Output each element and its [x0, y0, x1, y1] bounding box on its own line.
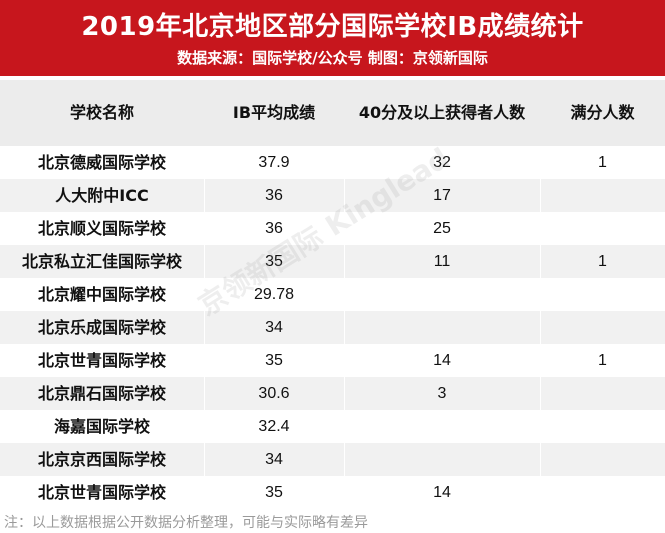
over40-count-cell: 14: [433, 484, 451, 501]
perfect-score-count-cell: 1: [598, 352, 607, 369]
table-row: 北京世青国际学校 35 14 1: [0, 344, 665, 377]
column-divider: [204, 146, 205, 509]
perfect-score-count-cell: [540, 278, 665, 311]
school-name-cell: 海嘉国际学校: [53, 417, 150, 436]
over40-count-cell: 25: [433, 220, 451, 237]
school-name-cell: 北京顺义国际学校: [37, 219, 166, 238]
title-banner: 2019年北京地区部分国际学校IB成绩统计 数据来源：国际学校/公众号 制图：京…: [0, 0, 665, 76]
over40-count-cell: [344, 443, 540, 476]
column-divider: [540, 146, 541, 509]
school-name-cell: 北京德威国际学校: [37, 153, 166, 172]
column-header-perfect: 满分人数: [570, 103, 635, 122]
perfect-score-count-cell: [540, 212, 665, 245]
perfect-score-count-cell: 1: [598, 253, 607, 270]
table-row: 北京乐成国际学校 34: [0, 311, 665, 344]
perfect-score-count-cell: [540, 443, 665, 476]
average-score-cell: 35: [265, 484, 283, 501]
table-row: 北京私立汇佳国际学校 35 11 1: [0, 245, 665, 278]
over40-count-cell: 11: [433, 253, 451, 270]
table-header-row: 学校名称 IB平均成绩 40分及以上获得者人数 满分人数: [0, 80, 665, 146]
average-score-cell: 34: [265, 319, 283, 336]
school-name-cell: 北京世青国际学校: [37, 483, 166, 502]
average-score-cell: 36: [265, 220, 283, 237]
page-title: 2019年北京地区部分国际学校IB成绩统计: [81, 12, 584, 42]
perfect-score-count-cell: [540, 410, 665, 443]
table-row: 北京德威国际学校 37.9 32 1: [0, 146, 665, 179]
perfect-score-count-cell: [540, 377, 665, 410]
column-header-school: 学校名称: [69, 103, 134, 122]
over40-count-cell: 14: [433, 352, 451, 369]
over40-count-cell: 32: [433, 154, 451, 171]
over40-count-cell: [344, 410, 540, 443]
school-name-cell: 北京世青国际学校: [37, 351, 166, 370]
average-score-cell: 32.4: [258, 418, 290, 435]
column-header-average: IB平均成绩: [232, 103, 316, 122]
average-score-cell: 34: [265, 451, 283, 468]
over40-count-cell: [344, 278, 540, 311]
perfect-score-count-cell: [540, 179, 665, 212]
table-row: 北京京西国际学校 34: [0, 443, 665, 476]
school-name-cell: 北京乐成国际学校: [37, 318, 166, 337]
school-name-cell: 北京耀中国际学校: [37, 285, 166, 304]
school-name-cell: 北京私立汇佳国际学校: [21, 252, 182, 271]
footnote: 注：以上数据根据公开数据分析整理，可能与实际略有差异: [4, 515, 368, 531]
table-row: 北京世青国际学校 35 14: [0, 476, 665, 509]
average-score-cell: 29.78: [253, 286, 295, 303]
table-row: 北京鼎石国际学校 30.6 3: [0, 377, 665, 410]
column-header-over40: 40分及以上获得者人数: [358, 103, 526, 122]
scores-table: 学校名称 IB平均成绩 40分及以上获得者人数 满分人数 北京德威国际学校 37.…: [0, 80, 665, 510]
perfect-score-count-cell: 1: [598, 154, 607, 171]
average-score-cell: 35: [265, 352, 283, 369]
over40-count-cell: [344, 311, 540, 344]
school-name-cell: 北京京西国际学校: [37, 450, 166, 469]
perfect-score-count-cell: [540, 311, 665, 344]
table-row: 北京耀中国际学校 29.78: [0, 278, 665, 311]
average-score-cell: 30.6: [258, 385, 290, 402]
over40-count-cell: 17: [433, 187, 451, 204]
school-name-cell: 北京鼎石国际学校: [37, 384, 166, 403]
over40-count-cell: 3: [437, 385, 447, 402]
page-subtitle: 数据来源：国际学校/公众号 制图：京领新国际: [177, 49, 488, 67]
perfect-score-count-cell: [540, 476, 665, 509]
table-row: 北京顺义国际学校 36 25: [0, 212, 665, 245]
table-row: 人大附中ICC 36 17: [0, 179, 665, 212]
column-divider: [344, 146, 345, 509]
average-score-cell: 35: [265, 253, 283, 270]
average-score-cell: 37.9: [258, 154, 290, 171]
average-score-cell: 36: [265, 187, 283, 204]
school-name-cell: 人大附中ICC: [55, 186, 149, 205]
table-row: 海嘉国际学校 32.4: [0, 410, 665, 443]
